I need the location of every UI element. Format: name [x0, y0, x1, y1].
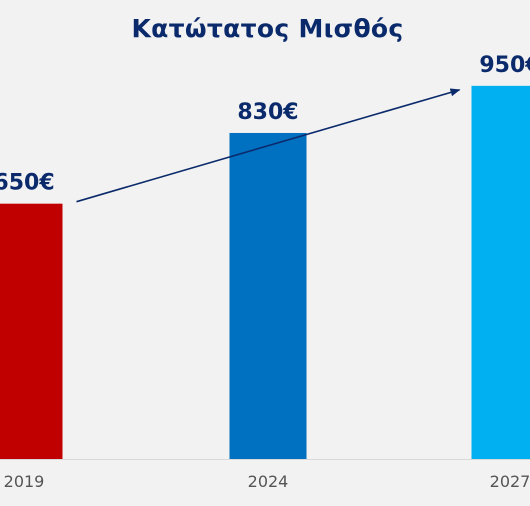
x-tick-2019: 2019: [4, 472, 45, 491]
bar-2027: [471, 85, 530, 459]
trend-arrow: [76, 88, 461, 203]
x-tick-2024: 2024: [248, 472, 289, 491]
x-tick-2027: 2027: [490, 472, 530, 491]
chart-title: Κατώτατος Μισθός: [131, 14, 404, 43]
data-label-2024: 830€: [237, 100, 298, 125]
bar-2024: [229, 132, 307, 459]
data-label-2019: 650€: [0, 171, 55, 196]
data-label-2027: 950€: [479, 53, 530, 78]
bar-2019: [0, 203, 63, 459]
